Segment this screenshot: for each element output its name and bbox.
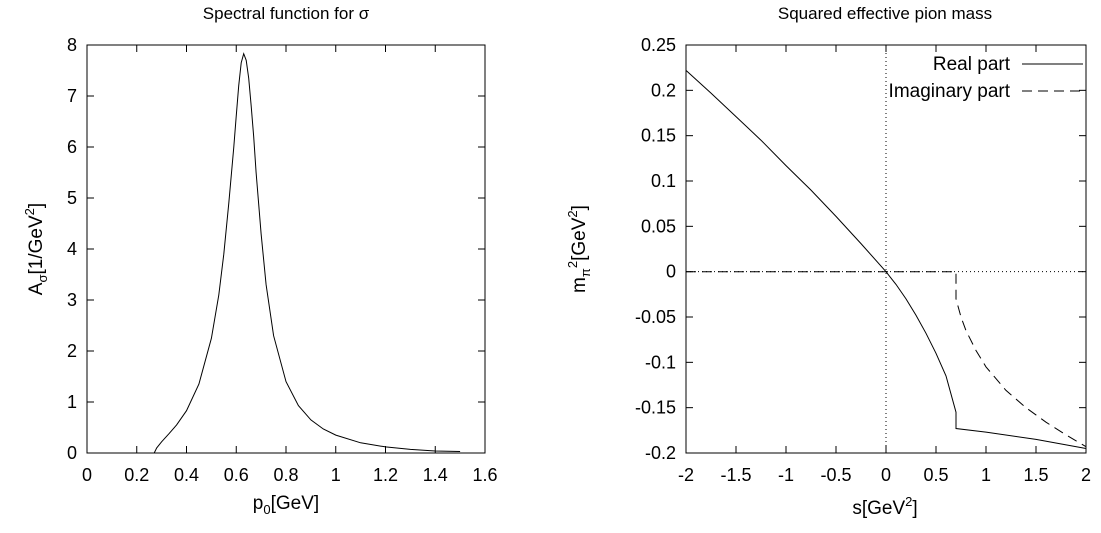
y-tick-label: 0 [67,443,77,463]
x-tick-label: 0.2 [124,465,149,485]
y-tick-label: 0 [666,262,676,282]
y-tick-label: 5 [67,188,77,208]
x-axis-label-unit: [GeV] [271,493,320,514]
chart-spectral-function: Spectral function for σ 0 0.2 0.4 0.6 0.8 1 1.… [22,4,498,517]
y-tick-label: 6 [67,137,77,157]
x-axis-label-superscript: 2 [905,494,912,509]
x-tick-labels: -2 -1.5 -1 -0.5 0 0.5 1 1.5 2 [678,465,1091,485]
chart-title: Spectral function for σ [203,4,370,23]
y-tick-label: 0.15 [641,126,676,146]
y-axis-label-subscript: π [578,268,593,277]
x-tick-label: 1 [331,465,341,485]
y-tick-label: 4 [67,239,77,259]
plot-frame [86,44,486,454]
x-tick-label: 0 [82,465,92,485]
y-axis-label: Aσ[1/GeV2] [22,203,50,295]
y-tick-label: 0.1 [651,171,676,191]
x-tick-label: 1.4 [423,465,448,485]
series-line-imaginary-part [686,271,1087,448]
y-tick-label: 1 [67,392,77,412]
x-tick-label: -1.5 [720,465,751,485]
y-tick-label: 3 [67,290,77,310]
y-tick-label: 0.2 [651,80,676,100]
chart-title: Squared effective pion mass [778,4,992,23]
x-tick-label: 1.6 [472,465,497,485]
legend: Real part Imaginary part [889,54,1083,102]
y-tick-label: 0.25 [641,35,676,55]
x-axis-label: s[GeV2] [852,494,917,519]
series-line [87,52,461,454]
y-tick-label: 8 [67,35,77,55]
y-axis-label-bracket: ] [26,203,47,208]
y-tick-labels: 0 1 2 3 4 5 6 7 8 [67,35,77,463]
y-axis-label-bracket: ] [569,205,590,210]
x-tick-label: 0.5 [923,465,948,485]
x-tick-label: 0.4 [174,465,199,485]
legend-label-imaginary-part: Imaginary part [889,81,1011,102]
legend-label-real-part: Real part [933,54,1011,75]
x-tick-labels: 0 0.2 0.4 0.6 0.8 1 1.2 1.4 1.6 [82,465,498,485]
y-tick-label: -0.15 [635,398,676,418]
x-tick-label: 1.5 [1023,465,1048,485]
y-tick-label: 7 [67,86,77,106]
y-tick-label: -0.05 [635,307,676,327]
x-tick-label: -2 [678,465,694,485]
x-tick-label: 0.6 [224,465,249,485]
x-tick-label: 0 [881,465,891,485]
x-axis-label-bracket: ] [912,498,917,519]
y-axis-label-unit-superscript: 2 [565,210,580,217]
x-tick-label: -0.5 [820,465,851,485]
x-tick-label: 2 [1081,465,1091,485]
series-line-real-part [685,70,1087,449]
x-axis-label: p0[GeV] [253,493,319,517]
x-tick-label: 0.8 [273,465,298,485]
x-tick-label: 1.2 [373,465,398,485]
x-tick-label: 1 [981,465,991,485]
y-axis-label-unit: [1/GeV [26,215,47,274]
y-tick-label: -0.1 [645,352,676,372]
y-axis-label: mπ2[GeV2] [565,205,593,293]
chart-pion-mass: Squared effective pion mass -2 -1.5 -1 -0.5… [565,4,1091,519]
y-tick-label: -0.2 [645,443,676,463]
tick-marks [86,44,486,454]
y-axis-label-superscript: 2 [22,208,37,215]
y-axis-label-superscript: 2 [565,261,580,268]
y-axis-label-subscript: σ [35,274,50,282]
y-tick-label: 2 [67,341,77,361]
reference-lines [686,45,1086,453]
y-tick-labels: -0.2 -0.15 -0.1 -0.05 0 0.05 0.1 0.15 0.2 0.25 [635,35,676,463]
y-tick-label: 0.05 [641,216,676,236]
x-axis-label-subscript: 0 [263,502,270,517]
tick-marks [685,44,1087,454]
y-axis-label-unit: [GeV [569,217,590,261]
x-tick-label: -1 [778,465,794,485]
